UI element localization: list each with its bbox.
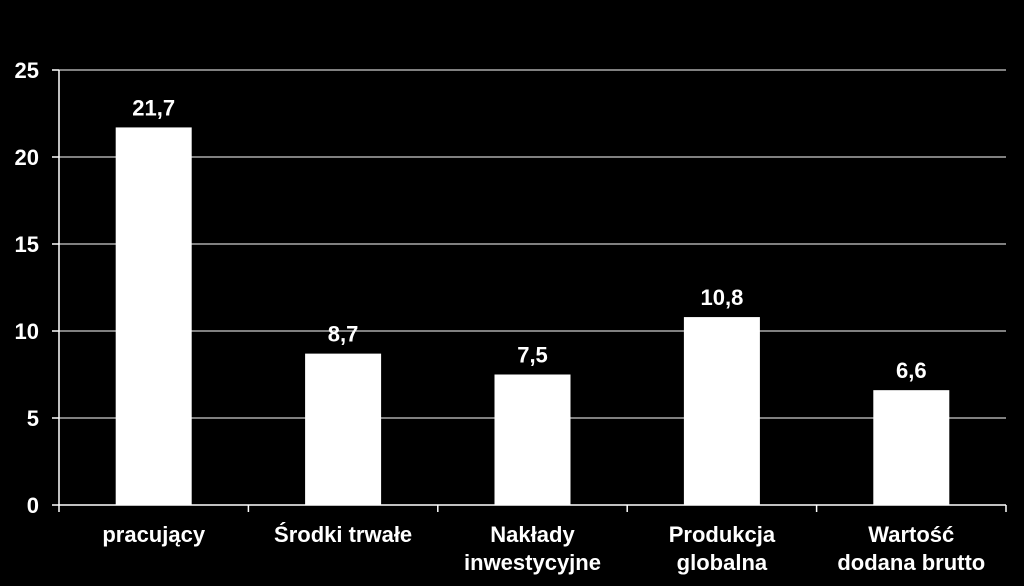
y-tick-label-15: 15 [15, 232, 39, 257]
y-tick-labels: 0 5 10 15 20 25 [15, 58, 39, 518]
gridlines [59, 69, 1006, 419]
bar-0 [115, 127, 192, 506]
data-labels: 21,7 8,7 7,5 10,8 6,6 [132, 95, 926, 383]
data-label-1: 8,7 [328, 322, 359, 347]
bar-1 [305, 353, 382, 505]
x-category-labels: pracujący Środki trwałe Nakłady inwestycyjn… [102, 522, 985, 575]
data-label-4: 6,6 [896, 358, 927, 383]
y-tick-label-25: 25 [15, 58, 39, 83]
y-tick-label-5: 5 [27, 406, 39, 431]
category-label-2-line-1: inwestycyjne [464, 550, 601, 575]
category-label-0: pracujący [102, 522, 205, 547]
category-label-0-line-0: pracujący [102, 522, 205, 547]
category-label-3: Produkcja globalna [669, 522, 776, 575]
category-label-1: Środki trwałe [274, 522, 412, 547]
category-label-2-line-0: Nakłady [490, 522, 575, 547]
category-label-3-line-0: Produkcja [669, 522, 776, 547]
data-label-3: 10,8 [700, 285, 743, 310]
bar-3 [683, 317, 760, 505]
y-tick-label-0: 0 [27, 493, 39, 518]
category-label-3-line-1: globalna [677, 550, 768, 575]
bar-2 [494, 374, 571, 505]
category-label-4: Wartość dodana brutto [837, 522, 985, 575]
category-label-4-line-0: Wartość [868, 522, 954, 547]
y-tick-label-20: 20 [15, 145, 39, 170]
data-label-0: 21,7 [132, 95, 175, 120]
bar-4 [873, 390, 950, 505]
y-tick-label-10: 10 [15, 319, 39, 344]
category-label-2: Nakłady inwestycyjne [464, 522, 601, 575]
category-label-4-line-1: dodana brutto [837, 550, 985, 575]
bars [115, 127, 950, 506]
data-label-2: 7,5 [517, 343, 548, 368]
category-label-1-line-0: Środki trwałe [274, 522, 412, 547]
